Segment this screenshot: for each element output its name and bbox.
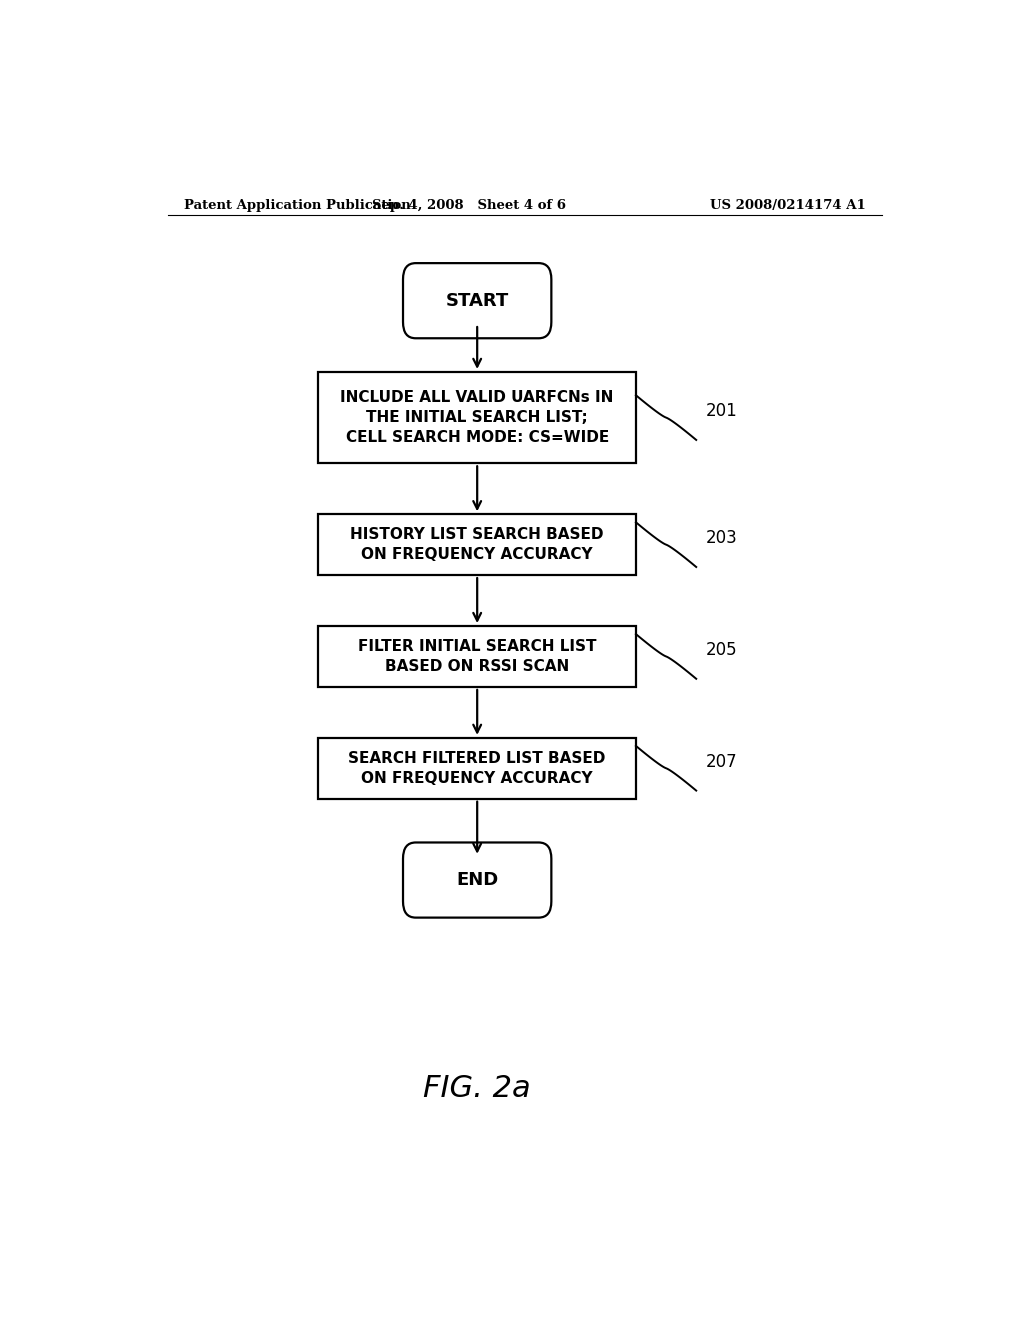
Text: HISTORY LIST SEARCH BASED
ON FREQUENCY ACCURACY: HISTORY LIST SEARCH BASED ON FREQUENCY A… xyxy=(350,527,604,562)
Text: 201: 201 xyxy=(706,401,737,420)
Text: SEARCH FILTERED LIST BASED
ON FREQUENCY ACCURACY: SEARCH FILTERED LIST BASED ON FREQUENCY … xyxy=(348,751,606,785)
Text: Sep. 4, 2008   Sheet 4 of 6: Sep. 4, 2008 Sheet 4 of 6 xyxy=(373,198,566,211)
Text: US 2008/0214174 A1: US 2008/0214174 A1 xyxy=(711,198,866,211)
FancyBboxPatch shape xyxy=(403,263,551,338)
Text: 203: 203 xyxy=(706,529,737,546)
FancyBboxPatch shape xyxy=(403,842,551,917)
Text: START: START xyxy=(445,292,509,310)
Bar xyxy=(318,626,636,686)
Text: 207: 207 xyxy=(706,752,737,771)
Text: INCLUDE ALL VALID UARFCNs IN
THE INITIAL SEARCH LIST;
CELL SEARCH MODE: CS=WIDE: INCLUDE ALL VALID UARFCNs IN THE INITIAL… xyxy=(341,391,613,445)
Text: END: END xyxy=(456,871,499,890)
Text: 205: 205 xyxy=(706,640,737,659)
Bar xyxy=(318,515,636,576)
Text: FIG. 2a: FIG. 2a xyxy=(423,1074,531,1104)
Bar xyxy=(318,738,636,799)
Text: Patent Application Publication: Patent Application Publication xyxy=(183,198,411,211)
Bar xyxy=(318,372,636,463)
Text: FILTER INITIAL SEARCH LIST
BASED ON RSSI SCAN: FILTER INITIAL SEARCH LIST BASED ON RSSI… xyxy=(358,639,596,673)
